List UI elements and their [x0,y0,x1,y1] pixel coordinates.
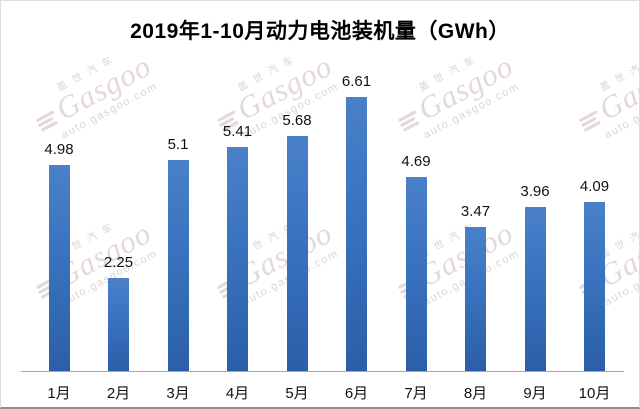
axis-label-5月: 5月 [285,385,309,402]
bar-value-label-10月: 4.09 [579,178,610,195]
axis-label-2月: 2月 [106,385,131,402]
chart-title: 2019年1-10月动力电池装机量（GWh） [130,20,510,43]
axis-label-3月: 3月 [166,385,190,402]
bar-value-label-5月: 5.68 [282,112,312,129]
bar-10月 [584,202,605,371]
axis-label-6月: 6月 [344,385,369,402]
bar-4月 [227,147,248,371]
axis-label-9月: 9月 [523,385,547,402]
bar-5月 [286,136,308,371]
bar-2月 [108,278,129,371]
bar-value-label-3月: 5.1 [167,136,189,153]
axis-label-8月: 8月 [463,385,488,402]
bar-6月 [346,97,367,371]
bar-value-label-8月: 3.47 [460,203,491,220]
axis-label-4月: 4月 [225,385,250,402]
bar-1月 [48,165,70,371]
bar-3月 [167,160,189,371]
axis-label-10月: 10月 [578,385,611,402]
bar-value-label-1月: 4.98 [44,141,74,158]
axis-label-7月: 7月 [404,385,428,402]
bar-value-label-2月: 2.25 [103,254,134,271]
bar-value-label-6月: 6.61 [341,73,372,90]
x-axis-line [21,371,624,372]
bar-8月 [465,227,486,371]
axis-label-1月: 1月 [47,385,71,402]
bar-value-label-7月: 4.69 [401,153,431,170]
bar-7月 [405,177,427,371]
bar-9月 [524,207,546,371]
bar-value-label-9月: 3.96 [520,183,550,200]
